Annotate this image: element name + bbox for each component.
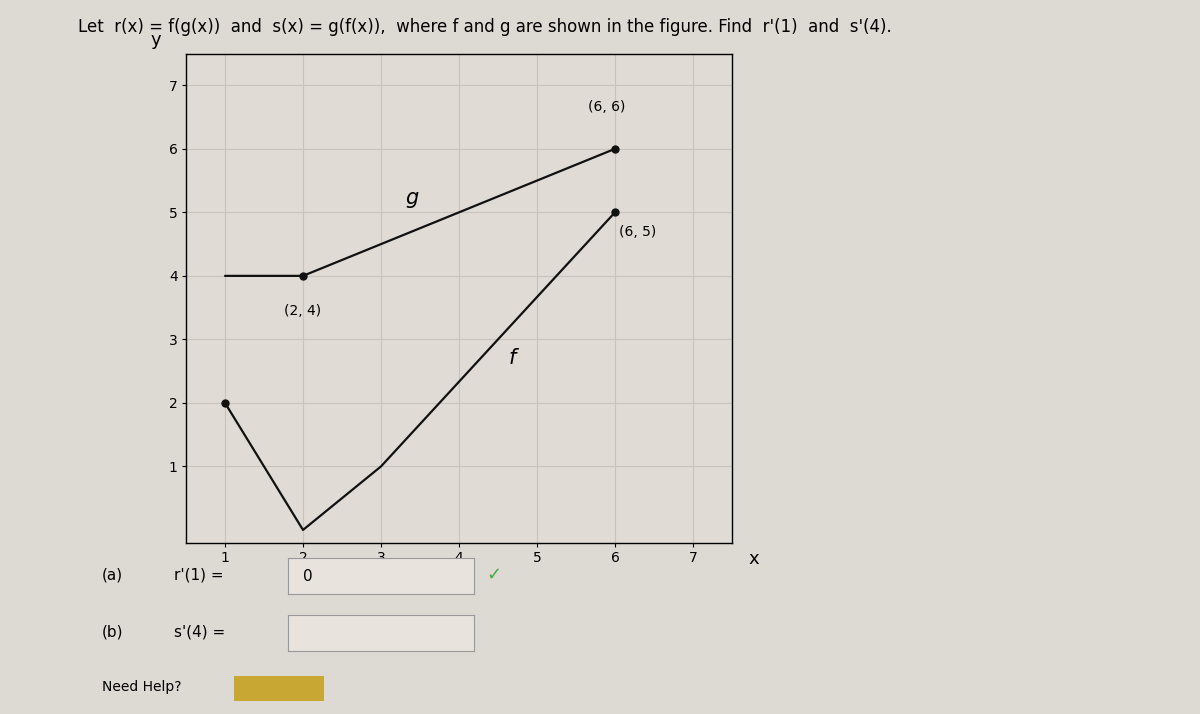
Text: (2, 4): (2, 4) [283,304,320,318]
Text: (a): (a) [102,567,124,583]
Text: r'(1) =: r'(1) = [174,567,228,583]
Text: ✓: ✓ [486,565,502,584]
Text: 0: 0 [302,568,312,584]
Text: $f$: $f$ [508,348,520,368]
Text: Let  r(x) = f(g(x))  and  s(x) = g(f(x)),  where f and g are shown in the figure: Let r(x) = f(g(x)) and s(x) = g(f(x)), w… [78,18,892,36]
Text: y: y [151,31,161,49]
Text: (6, 6): (6, 6) [588,100,625,114]
Text: (6, 5): (6, 5) [619,225,656,239]
Text: x: x [749,550,760,568]
Text: $g$: $g$ [404,190,420,210]
Text: s'(4) =: s'(4) = [174,624,226,640]
Text: Need Help?: Need Help? [102,680,181,694]
Text: (b): (b) [102,624,124,640]
